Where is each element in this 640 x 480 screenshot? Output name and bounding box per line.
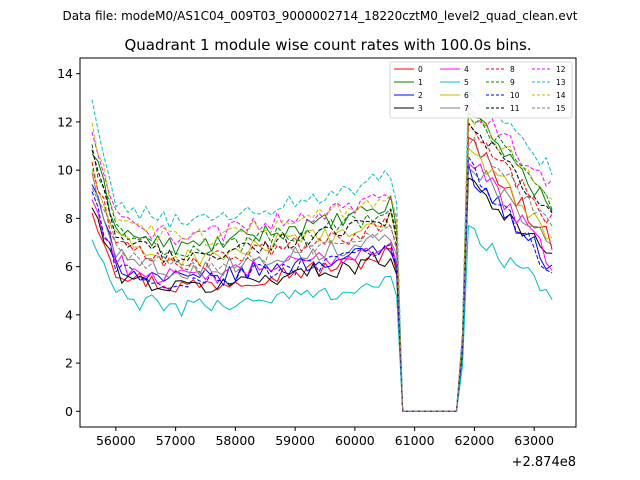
legend-frame <box>389 61 573 119</box>
legend-label-4: 4 <box>464 65 469 74</box>
series-line-1 <box>91 112 553 412</box>
series-line-9 <box>91 115 553 412</box>
y-tick-label: 4 <box>65 307 73 322</box>
y-tick-label: 6 <box>65 259 73 274</box>
x-offset-label: +2.874e8 <box>512 455 576 470</box>
series-layer <box>91 88 553 412</box>
series-line-5 <box>91 225 553 412</box>
legend-label-9: 9 <box>510 78 515 87</box>
legend-label-8: 8 <box>510 65 515 74</box>
y-tick-label: 0 <box>65 404 73 419</box>
x-tick-label: 62000 <box>455 433 495 448</box>
series-line-12 <box>91 105 553 412</box>
series-line-7 <box>91 166 553 412</box>
x-tick-label: 57000 <box>156 433 196 448</box>
series-line-4 <box>91 162 553 412</box>
y-axis: 0 2 4 6 8 10 12 14 <box>57 66 80 419</box>
legend-label-10: 10 <box>510 91 520 100</box>
legend-label-14: 14 <box>556 91 566 100</box>
y-tick-label: 10 <box>57 163 73 178</box>
data-file-label: Data file: modeM0/AS1C04_009T03_90000027… <box>62 9 577 23</box>
legend-label-15: 15 <box>556 104 566 113</box>
chart-title: Quadrant 1 module wise count rates with … <box>124 36 531 54</box>
legend-label-12: 12 <box>556 65 566 74</box>
series-line-0 <box>91 137 553 412</box>
x-tick-label: 59000 <box>275 433 315 448</box>
legend-label-1: 1 <box>418 78 423 87</box>
x-tick-label: 60000 <box>335 433 375 448</box>
y-tick-label: 8 <box>65 211 73 226</box>
series-line-10 <box>91 156 553 412</box>
series-line-14 <box>91 114 553 412</box>
plot-frame <box>79 57 577 428</box>
series-line-11 <box>91 122 553 412</box>
legend-label-3: 3 <box>418 104 423 113</box>
x-tick-label: 58000 <box>215 433 255 448</box>
legend-label-0: 0 <box>418 65 423 74</box>
x-tick-label: 63000 <box>514 433 554 448</box>
series-line-2 <box>91 163 553 412</box>
legend-label-6: 6 <box>464 91 469 100</box>
x-axis: 56000 57000 58000 59000 60000 61000 62000 63000 <box>96 427 554 448</box>
series-line-15 <box>91 136 553 412</box>
series-line-3 <box>91 177 553 412</box>
legend-label-11: 11 <box>510 104 520 113</box>
y-tick-label: 2 <box>65 356 73 371</box>
x-tick-label: 61000 <box>395 433 435 448</box>
legend-label-2: 2 <box>418 91 423 100</box>
legend-label-5: 5 <box>464 78 469 87</box>
x-tick-label: 56000 <box>96 433 136 448</box>
legend-label-13: 13 <box>556 78 566 87</box>
legend-label-7: 7 <box>464 104 469 113</box>
y-tick-label: 14 <box>57 66 73 81</box>
y-tick-label: 12 <box>57 114 73 129</box>
